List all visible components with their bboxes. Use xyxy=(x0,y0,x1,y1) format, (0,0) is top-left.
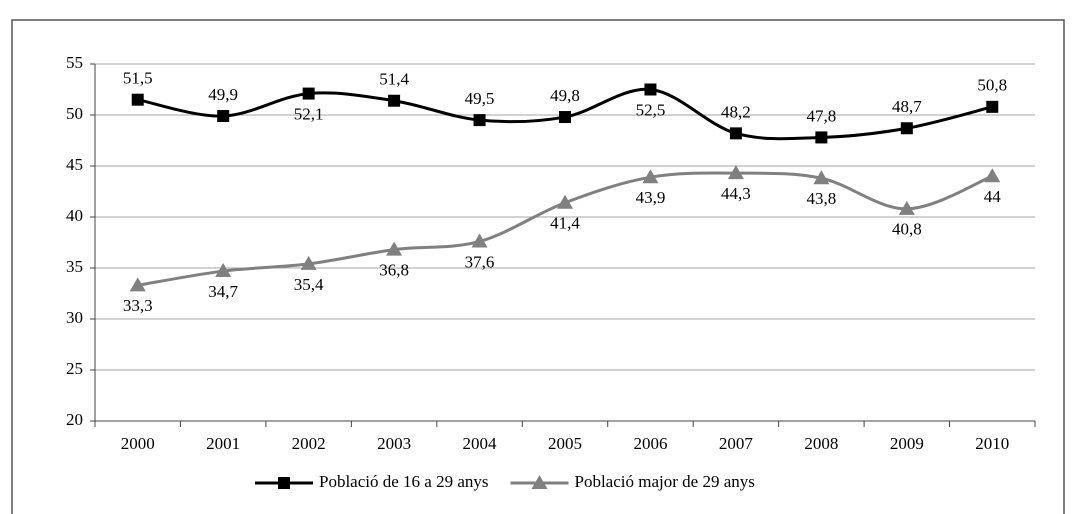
data-label: 43,8 xyxy=(806,189,836,208)
marker xyxy=(900,122,913,135)
marker xyxy=(984,168,1001,183)
marker xyxy=(131,93,144,106)
legend-label: Població major de 29 anys xyxy=(575,472,755,491)
data-label: 37,6 xyxy=(465,252,495,271)
data-label: 49,9 xyxy=(208,85,238,104)
marker xyxy=(302,87,315,100)
y-tick-label: 45 xyxy=(66,155,83,174)
legend-marker xyxy=(278,477,290,489)
data-label: 43,9 xyxy=(636,188,666,207)
data-label: 33,3 xyxy=(123,296,153,315)
y-tick-label: 30 xyxy=(66,308,83,327)
chart-frame xyxy=(11,19,1065,514)
y-tick-label: 55 xyxy=(66,53,83,72)
x-tick-label: 2002 xyxy=(292,434,326,453)
data-label: 50,8 xyxy=(977,76,1007,95)
x-tick-label: 2003 xyxy=(377,434,411,453)
data-label: 44 xyxy=(984,187,1002,206)
marker xyxy=(642,169,659,184)
x-tick-label: 2005 xyxy=(548,434,582,453)
data-label: 52,1 xyxy=(294,104,324,123)
data-label: 52,5 xyxy=(636,100,666,119)
data-label: 51,4 xyxy=(379,70,409,89)
x-tick-label: 2008 xyxy=(804,434,838,453)
x-tick-label: 2007 xyxy=(719,434,754,453)
marker xyxy=(727,165,744,180)
marker xyxy=(644,83,657,96)
x-tick-label: 2001 xyxy=(206,434,240,453)
marker xyxy=(557,194,573,209)
legend-marker xyxy=(531,475,548,489)
y-tick-label: 25 xyxy=(66,359,83,378)
data-label: 51,5 xyxy=(123,69,153,88)
marker xyxy=(898,200,915,215)
y-tick-label: 35 xyxy=(66,257,83,276)
y-tick-label: 20 xyxy=(66,410,83,429)
marker xyxy=(986,100,999,113)
x-tick-label: 2004 xyxy=(463,434,498,453)
x-tick-label: 2009 xyxy=(890,434,924,453)
data-label: 41,4 xyxy=(550,214,580,233)
data-label: 44,3 xyxy=(721,184,751,203)
data-label: 36,8 xyxy=(379,261,409,280)
x-tick-label: 2006 xyxy=(633,434,667,453)
marker xyxy=(559,111,571,124)
data-label: 49,8 xyxy=(550,86,580,105)
legend-item: Població de 16 a 29 anys xyxy=(255,472,489,491)
legend-item: Població major de 29 anys xyxy=(510,472,755,491)
data-label: 48,2 xyxy=(721,102,751,121)
data-label: 48,7 xyxy=(892,97,922,116)
y-tick-label: 40 xyxy=(66,206,83,225)
marker xyxy=(129,277,146,292)
x-tick-label: 2000 xyxy=(121,434,155,453)
data-label: 49,5 xyxy=(465,89,495,108)
data-label: 47,8 xyxy=(806,106,836,125)
marker xyxy=(813,170,830,185)
marker xyxy=(473,114,486,127)
legend-label: Població de 16 a 29 anys xyxy=(319,472,489,491)
marker xyxy=(388,94,401,107)
y-tick-label: 50 xyxy=(66,104,83,123)
marker xyxy=(386,241,403,256)
marker xyxy=(815,131,828,144)
data-label: 35,4 xyxy=(294,275,324,294)
marker xyxy=(300,255,317,270)
data-label: 34,7 xyxy=(208,282,238,301)
marker xyxy=(471,233,488,248)
x-tick-label: 2010 xyxy=(975,434,1009,453)
data-label: 40,8 xyxy=(892,220,922,239)
marker xyxy=(215,263,232,278)
marker xyxy=(217,110,230,123)
marker xyxy=(729,127,742,140)
